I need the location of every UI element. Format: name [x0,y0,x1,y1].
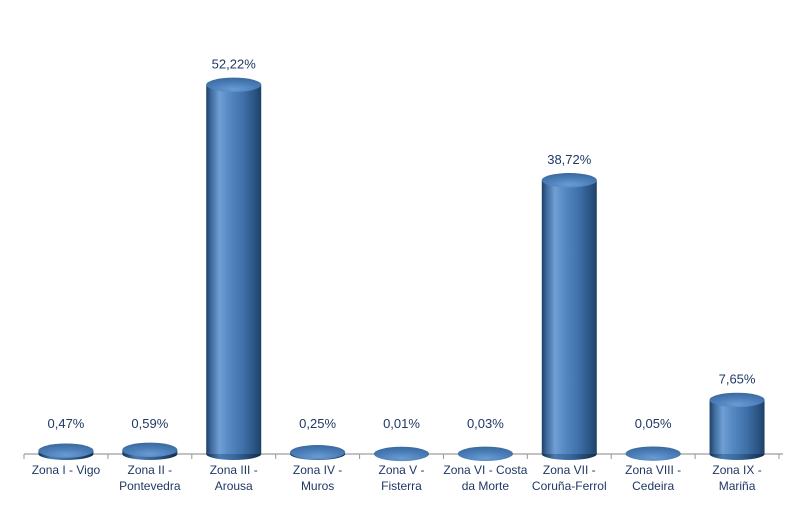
cylinder-top [206,77,262,93]
bar-Zona III - Arousa[interactable] [206,77,262,460]
cylinder-body [206,84,262,455]
category-label: Zona IX -Mariña [712,463,761,493]
value-label: 0,47% [48,416,85,431]
category-label: Zona VIII -Cedeira [625,463,681,493]
value-label: 0,03% [467,416,504,431]
value-label: 0,01% [383,416,420,431]
cylinder-top [290,445,346,460]
bar-Zona V - Fisterra[interactable] [374,446,429,462]
cylinder-top [38,443,94,458]
cylinder-body [541,180,597,454]
category-label: Zona V -Fisterra [378,463,424,493]
bar-Zona VIII - Cedeira[interactable] [625,446,681,461]
cylinder-top [374,446,429,462]
bar-Zona VI - Costa da Morte[interactable] [457,446,513,461]
category-label: Zona I - Vigo [32,463,101,477]
category-label: Zona II -Pontevedra [119,463,181,493]
bar-Zona II - Pontevedra[interactable] [122,442,178,460]
bar-Zona IV - Muros[interactable] [290,445,346,460]
cylinder-top [625,446,681,461]
value-label: 0,59% [131,416,168,431]
cylinder-top [709,392,765,408]
category-label: Zona VI - Costa da Morte [443,463,527,493]
cylinder-top [457,446,513,461]
category-label: Zona III -Arousa [210,463,258,493]
bar-Zona IX - Mariña[interactable] [709,392,765,460]
value-label: 7,65% [719,372,756,387]
bar-Zona I - Vigo[interactable] [38,443,94,460]
value-label: 52,22% [212,57,257,72]
cylinder-top [541,173,597,188]
value-label: 38,72% [547,152,592,167]
category-label: Zona VII -Coruña-Ferrol [532,463,607,493]
category-label: Zona IV -Muros [293,463,342,493]
value-label: 0,05% [635,416,672,431]
value-label: 0,25% [299,416,336,431]
cylinder-top [122,442,178,458]
bar-Zona VII - Coruña-Ferrol[interactable] [541,173,597,460]
cylinder-body [709,399,765,454]
